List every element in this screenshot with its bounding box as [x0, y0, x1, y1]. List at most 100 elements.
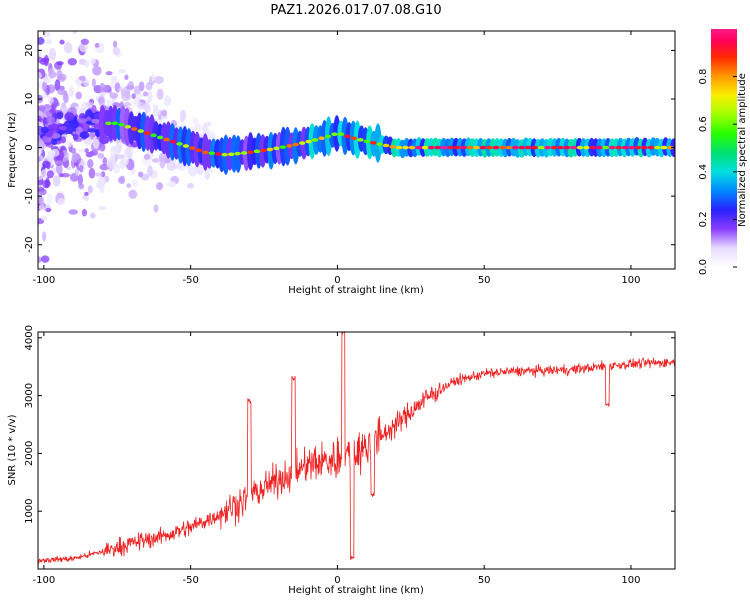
spectrogram-ridge-core-cell [634, 145, 642, 150]
spectrogram-noise-cell [97, 152, 105, 159]
spectrogram-noise-cell [63, 92, 69, 104]
spectrogram-ridge-core-cell [608, 145, 616, 150]
spectrogram-noise-cell [113, 40, 118, 49]
spectrogram-ridge-core-cell [253, 149, 261, 154]
spectrogram-ridge-core-cell [667, 145, 674, 150]
spectrogram-noise-cell [48, 48, 57, 60]
colorbar-ticks: 0.0 0.2 0.4 0.6 0.8 [698, 69, 737, 275]
spectrogram-ridge-core-cell [408, 145, 416, 150]
spectrogram-ridge-core-cell [279, 145, 287, 149]
spectrogram-ridge-core-cell [208, 151, 215, 155]
spectrogram-ridge-core-cell [195, 148, 203, 153]
spectrogram-noise-cell [179, 122, 186, 128]
spectrogram-noise-cell [128, 189, 138, 199]
spectrogram-ridge-core-cell [525, 145, 532, 150]
spectrogram-noise-cell [94, 42, 100, 48]
spectrogram-noise-cell [75, 91, 83, 100]
spectrogram-noise-cell [109, 92, 119, 99]
x-tick-label: -50 [182, 575, 198, 586]
spectrogram-ridge-core-cell [156, 135, 164, 140]
spectrogram-band-cell [40, 126, 49, 134]
spectrogram-noise-cell [206, 168, 215, 174]
spectrogram-noise-cell [77, 173, 83, 186]
spectrogram-noise-cell [38, 157, 42, 163]
spectrogram-ridge-core-cell [318, 136, 325, 140]
spectrogram-ridge-core-cell [505, 145, 513, 150]
spectrogram-ridge-core-cell [292, 142, 299, 147]
x-tick-label: -100 [33, 275, 56, 286]
spectrogram-ridge-core-cell [479, 145, 487, 150]
spectrogram-ridge-core-cell [641, 145, 648, 150]
colorbar-gradient [711, 29, 737, 267]
spectrogram-ridge-core-cell [531, 145, 538, 150]
spectrogram-ridge-core-cell [492, 145, 500, 150]
spectrogram-band-cell [58, 126, 67, 131]
spectrogram-band-cell [49, 108, 57, 114]
spectrogram-noise-cell [166, 161, 177, 172]
y-tick-label: 20 [24, 44, 35, 57]
spectrogram-noise-cell [98, 206, 107, 211]
spectrogram-ridge-core-cell [298, 141, 306, 145]
spectrogram-noise-cell [87, 185, 93, 194]
spectrogram-noise-cell [52, 175, 61, 187]
x-tick-label: 100 [621, 275, 640, 286]
spectrogram-noise-cell [46, 170, 54, 179]
spectrogram-ridge-core-cell [331, 132, 338, 137]
spectrogram-noise-cell [95, 172, 103, 177]
spectrogram-noise-cell [163, 95, 172, 107]
spectrogram-noise-cell [46, 193, 53, 206]
spectrogram-noise-cell [45, 207, 52, 213]
spectrogram-ridge-core-cell [337, 132, 345, 136]
spectrogram-noise-cell [45, 38, 52, 45]
spectrogram-noise-cell [125, 85, 134, 90]
spectrogram-ridge-core-cell [182, 144, 190, 148]
snr-y-axis-label: SNR (10 * v/v) [7, 414, 18, 485]
x-tick-label: 0 [334, 575, 340, 586]
spectrogram-noise-cell [81, 208, 88, 217]
spectrogram-noise-cell [84, 148, 89, 154]
spectrogram-noise-cell [114, 154, 125, 160]
spectrogram-noise-cell [42, 81, 48, 92]
spectrogram-ridge-core-cell [150, 133, 157, 138]
spectrogram-y-axis-label: Frequency (Hz) [7, 112, 18, 188]
spectrogram-noise-cell [43, 54, 49, 67]
colorbar-tick-label: 0.0 [698, 259, 709, 275]
spectrogram-ridge-core-cell [583, 145, 590, 150]
spectrogram-noise-cell [84, 195, 89, 202]
spectrogram-noise-cell [59, 39, 65, 45]
spectrogram-noise-cell [153, 204, 159, 213]
spectrogram-ridge-core-cell [215, 152, 222, 156]
spectrogram-noise-cell [124, 74, 129, 81]
spectrogram-ridge-core-cell [473, 145, 480, 150]
spectrogram-noise-cell [117, 176, 124, 184]
spectrogram-noise-cell [72, 31, 77, 35]
spectrogram-band-cell [77, 118, 88, 123]
spectrogram-ridge-core-cell [305, 139, 312, 144]
spectrogram-frame [37, 30, 676, 270]
spectrogram-band-cell [46, 115, 56, 124]
spectrogram-noise-cell [133, 85, 141, 96]
spectrogram-band-cell [91, 118, 101, 124]
spectrogram-noise-cell [100, 171, 106, 178]
spectrogram-noise-cell [132, 100, 141, 106]
spectrogram-band-cell [85, 109, 93, 119]
spectrogram-noise-cell [105, 71, 113, 76]
spectrogram-noise-cell [123, 102, 132, 107]
spectrogram-noise-cell [179, 116, 185, 123]
spectrogram-ridge-core-cell [357, 138, 364, 142]
spectrogram-noise-cell [42, 179, 51, 189]
spectrogram-noise-cell [43, 76, 52, 84]
spectrogram-noise-cell [72, 25, 80, 31]
y-tick-label: 2000 [24, 441, 35, 466]
spectrogram-noise-cell [142, 91, 149, 97]
spectrogram-ridge-core-cell [144, 131, 151, 135]
spectrogram-noise-cell [123, 148, 134, 158]
spectrogram-noise-cell [158, 152, 168, 163]
spectrogram-ridge-core-cell [382, 143, 390, 148]
spectrogram-noise-cell [43, 31, 51, 38]
spectrogram-noise-cell [151, 158, 160, 163]
spectrogram-noise-cell [74, 79, 82, 84]
spectrogram-ridge-core-cell [615, 145, 622, 150]
spectrogram-noise-cell [51, 101, 60, 107]
spectrogram-ridge-core-cell [247, 150, 254, 155]
